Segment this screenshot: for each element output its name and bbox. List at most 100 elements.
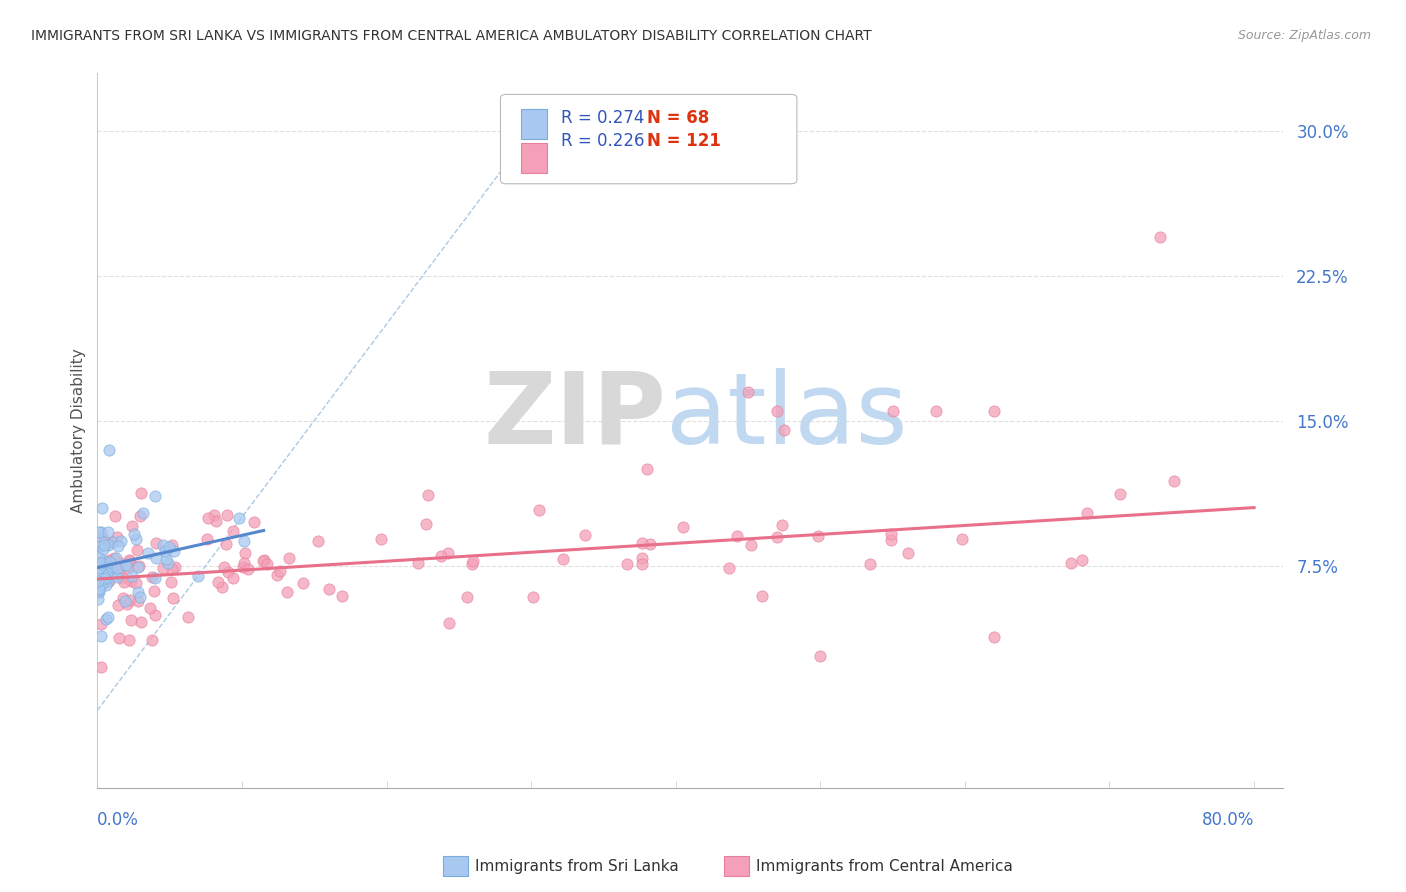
Point (118, 632, 141, 647)
Point (522, 591, 544, 605)
Point (94, 578, 117, 592)
Point (110, 534, 132, 549)
Point (90, 524, 112, 539)
Point (91, 542, 114, 557)
Point (187, 569, 209, 583)
Point (122, 526, 145, 541)
Point (207, 575, 229, 590)
Point (129, 590, 152, 604)
Point (87, 551, 110, 566)
Text: atlas: atlas (666, 368, 908, 465)
Point (238, 562, 260, 576)
Point (87, 556, 110, 570)
Point (108, 564, 131, 578)
Point (97, 574, 120, 589)
Point (90, 556, 112, 570)
Point (141, 569, 163, 583)
Point (737, 384, 759, 399)
Point (103, 551, 125, 566)
Point (90, 500, 112, 515)
Point (129, 485, 152, 500)
Point (228, 511, 250, 525)
Point (104, 508, 127, 523)
Point (415, 517, 437, 532)
Point (461, 557, 484, 571)
Point (1163, 474, 1185, 488)
Point (118, 554, 141, 568)
Point (859, 557, 882, 571)
Point (125, 532, 148, 546)
Point (276, 585, 298, 599)
Point (217, 565, 239, 579)
Point (456, 591, 478, 605)
Point (111, 571, 134, 585)
Point (142, 583, 165, 598)
FancyBboxPatch shape (520, 109, 547, 139)
Point (160, 538, 183, 552)
Point (127, 593, 149, 607)
Point (725, 529, 748, 543)
Point (100, 566, 122, 580)
Point (766, 404, 789, 418)
Point (195, 532, 218, 546)
Point (94, 612, 117, 626)
Point (93, 554, 115, 568)
Text: Source: ZipAtlas.com: Source: ZipAtlas.com (1237, 29, 1371, 43)
Point (112, 574, 135, 589)
Point (97, 538, 120, 552)
Point (87, 524, 110, 539)
Point (318, 582, 340, 596)
Point (436, 546, 458, 560)
Point (631, 558, 654, 572)
Point (278, 550, 301, 565)
Point (101, 534, 124, 549)
Point (882, 404, 904, 418)
Point (177, 609, 200, 624)
Point (90, 617, 112, 632)
Text: R = 0.274: R = 0.274 (561, 109, 644, 127)
Point (108, 631, 131, 645)
Point (97, 442, 120, 457)
Point (87, 582, 110, 596)
Point (252, 554, 274, 568)
Point (105, 551, 128, 566)
Point (141, 633, 163, 648)
Point (638, 537, 661, 551)
Text: IMMIGRANTS FROM SRI LANKA VS IMMIGRANTS FROM CENTRAL AMERICA AMBULATORY DISABILI: IMMIGRANTS FROM SRI LANKA VS IMMIGRANTS … (31, 29, 872, 44)
Point (636, 462, 658, 476)
Point (114, 594, 136, 608)
Point (86, 592, 108, 607)
Point (93, 560, 115, 574)
Point (925, 404, 948, 418)
Point (89, 566, 111, 580)
Point (87, 574, 110, 588)
Point (105, 561, 128, 575)
Point (97, 567, 120, 582)
Point (155, 552, 177, 566)
Point (157, 540, 180, 554)
Point (527, 503, 550, 517)
Text: Immigrants from Central America: Immigrants from Central America (756, 859, 1014, 873)
Point (89, 585, 111, 599)
Point (91, 557, 114, 571)
Point (97, 563, 120, 577)
Point (124, 575, 146, 590)
Point (1070, 553, 1092, 567)
Point (98, 553, 121, 567)
Point (100, 558, 122, 573)
Point (120, 592, 142, 607)
Point (983, 404, 1005, 418)
Point (243, 515, 266, 529)
Point (162, 591, 184, 605)
Point (89, 561, 111, 575)
Point (896, 546, 918, 560)
Point (983, 630, 1005, 644)
Point (266, 568, 288, 582)
Point (105, 570, 128, 584)
Point (101, 534, 124, 549)
Point (128, 509, 150, 524)
Point (107, 539, 129, 553)
Point (121, 568, 143, 582)
Point (766, 530, 789, 544)
Point (152, 538, 174, 552)
